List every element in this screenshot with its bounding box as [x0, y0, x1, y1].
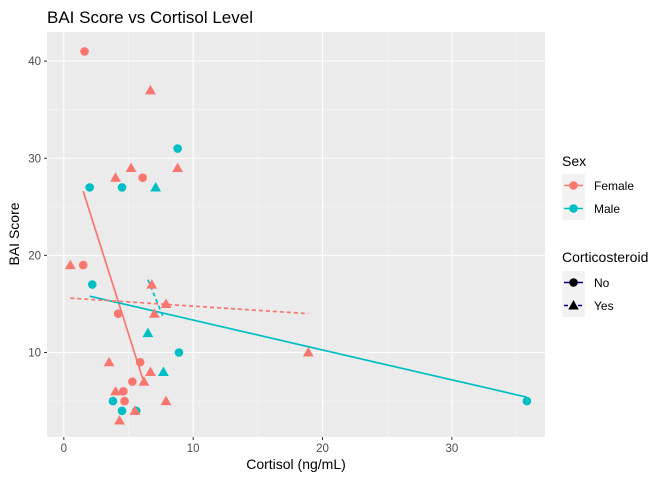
legend-label-no: No — [594, 276, 610, 290]
point-female-yes — [145, 84, 156, 95]
point-female-yes — [138, 376, 150, 386]
fit-line-female-no — [82, 191, 144, 379]
point-male-no — [87, 280, 97, 289]
point-male-no — [117, 183, 127, 192]
point-female-yes — [160, 395, 172, 406]
plot-panel — [47, 32, 545, 437]
point-female-yes — [146, 279, 158, 289]
point-female-yes — [110, 172, 121, 182]
point-female-yes — [103, 356, 115, 367]
legend-marker-male — [569, 204, 578, 213]
y-tick-label: 20 — [28, 250, 41, 262]
legend-label-female: Female — [594, 179, 634, 193]
y-axis-title: BAI Score — [6, 202, 22, 265]
point-female-yes — [64, 259, 76, 270]
point-female-yes — [302, 347, 314, 357]
point-female-yes — [114, 415, 125, 425]
data-points — [64, 47, 532, 425]
point-male-no — [108, 396, 118, 406]
legend-label-male: Male — [594, 202, 620, 216]
legend-sex: Sex Female Male — [562, 153, 634, 220]
legend-corticosteroid: Corticosteroid No Yes — [562, 249, 648, 317]
point-male-no — [522, 396, 532, 406]
x-axis-ticks: 0 10 20 30 — [61, 437, 458, 455]
x-tick-label: 0 — [61, 443, 67, 455]
point-female-yes — [160, 298, 172, 308]
point-female-no — [119, 387, 128, 396]
y-axis-ticks: 10 20 30 40 — [28, 56, 47, 360]
point-male-yes — [150, 181, 162, 192]
y-tick-label: 30 — [28, 153, 41, 165]
point-female-no — [80, 47, 89, 56]
x-tick-label: 30 — [445, 443, 458, 455]
point-female-no — [120, 396, 129, 406]
legend-marker-female — [569, 181, 578, 190]
y-tick-label: 40 — [28, 56, 41, 68]
point-female-yes — [110, 385, 121, 396]
legend-sex-title: Sex — [562, 153, 586, 169]
chart-title: BAI Score vs Cortisol Level — [47, 8, 253, 27]
x-tick-label: 10 — [187, 443, 200, 455]
major-gridlines — [47, 32, 545, 437]
point-female-yes — [145, 366, 156, 376]
x-axis-title: Cortisol (ng/mL) — [246, 456, 346, 472]
point-female-no — [135, 357, 145, 367]
point-male-yes — [158, 366, 169, 376]
point-male-yes — [142, 327, 154, 338]
fit-line-female-yes — [70, 297, 309, 315]
point-female-yes — [125, 162, 137, 173]
point-male-no — [117, 406, 127, 416]
point-female-no — [78, 260, 88, 270]
legend-label-yes: Yes — [594, 299, 614, 313]
point-male-no — [174, 348, 184, 357]
fit-lines — [70, 191, 528, 399]
point-male-no — [173, 144, 182, 153]
minor-gridlines — [47, 32, 545, 437]
point-female-yes — [148, 308, 160, 318]
point-male-no — [85, 183, 94, 192]
legend-marker-yes — [568, 300, 579, 310]
legend-marker-no — [569, 278, 578, 287]
legend-corticosteroid-title: Corticosteroid — [562, 249, 648, 265]
y-tick-label: 10 — [28, 348, 41, 360]
point-female-yes — [129, 405, 141, 415]
point-female-no — [128, 377, 137, 386]
point-female-no — [138, 173, 148, 182]
point-female-yes — [172, 162, 184, 173]
point-female-no — [113, 309, 123, 318]
x-tick-label: 20 — [316, 443, 329, 455]
fit-line-male-no — [89, 295, 528, 399]
